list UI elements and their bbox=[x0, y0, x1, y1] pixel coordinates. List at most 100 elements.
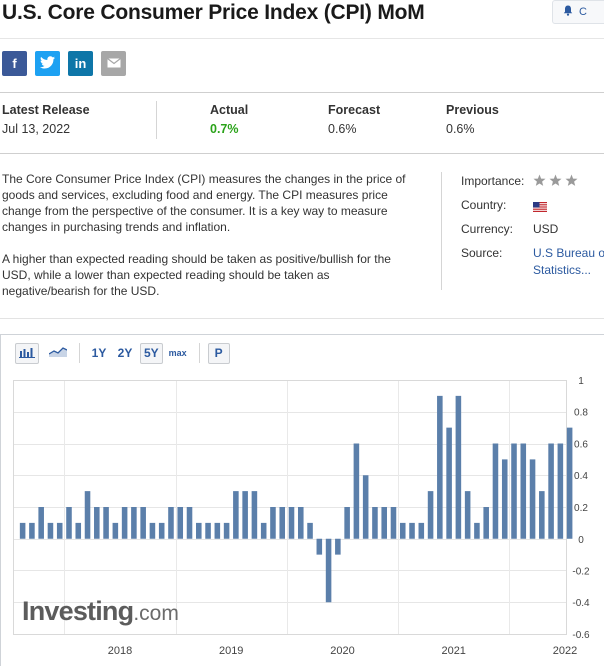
y-tick-label: 0.4 bbox=[574, 471, 588, 482]
x-tick-label: 2020 bbox=[330, 645, 354, 657]
bar bbox=[260, 522, 267, 539]
bar bbox=[233, 491, 239, 539]
y-tick-label: -0.6 bbox=[572, 630, 590, 641]
x-tick-label: 2019 bbox=[219, 645, 243, 657]
range-5y-button[interactable]: 5Y bbox=[140, 342, 163, 364]
facebook-share-button[interactable]: f bbox=[2, 51, 27, 76]
latest-release-stat: Latest Release Jul 13, 2022 bbox=[2, 103, 90, 136]
bar bbox=[474, 522, 480, 539]
linkedin-icon: in bbox=[74, 56, 87, 71]
bar bbox=[520, 443, 527, 539]
bar bbox=[223, 522, 230, 539]
bar bbox=[353, 443, 360, 539]
currency-label: Currency: bbox=[461, 222, 514, 236]
y-tick-label: 0.6 bbox=[574, 440, 588, 451]
y-tick-label: 0.8 bbox=[574, 408, 588, 419]
info-divider bbox=[441, 172, 442, 290]
x-tick-label: 2021 bbox=[441, 645, 465, 657]
star-icon bbox=[549, 174, 562, 186]
bar bbox=[288, 507, 295, 539]
y-tick-label: -0.4 bbox=[572, 598, 590, 609]
bar bbox=[511, 443, 517, 539]
email-share-button[interactable] bbox=[101, 51, 126, 76]
bar bbox=[566, 427, 573, 539]
y-tick-label: 0 bbox=[578, 535, 584, 546]
forecast-stat: Forecast 0.6% bbox=[328, 103, 380, 136]
bar-chart-icon bbox=[19, 346, 35, 361]
importance-stars bbox=[533, 174, 579, 191]
bar bbox=[177, 507, 184, 539]
create-alert-button[interactable]: C bbox=[552, 0, 604, 24]
bar bbox=[427, 491, 434, 539]
bar bbox=[112, 522, 119, 539]
x-tick-label: 2022 bbox=[553, 645, 577, 657]
cpi-bar-chart: 1 0.8 0.6 0.4 0.2 0 -0.2 -0.4 -0.6 2018 2019 2020 20… bbox=[13, 376, 590, 657]
logo-suffix: .com bbox=[133, 602, 179, 625]
toolbar-divider bbox=[79, 343, 80, 363]
bar bbox=[307, 522, 313, 539]
bar bbox=[362, 475, 369, 539]
bar bbox=[446, 427, 452, 539]
bar bbox=[168, 507, 174, 539]
bar bbox=[483, 507, 489, 539]
bar bbox=[399, 522, 406, 539]
investing-logo: Investing.com bbox=[22, 596, 179, 627]
range-max-button[interactable]: max bbox=[168, 348, 187, 358]
area-chart-button[interactable] bbox=[47, 343, 69, 364]
bar bbox=[316, 538, 323, 555]
bar bbox=[464, 491, 471, 539]
page-title: U.S. Core Consumer Price Index (CPI) MoM bbox=[2, 1, 425, 24]
previous-value: 0.6% bbox=[446, 122, 475, 136]
source-link[interactable]: U.S Bureau o bbox=[533, 246, 604, 260]
bar bbox=[196, 522, 202, 539]
create-alert-label: C bbox=[579, 6, 587, 18]
bar bbox=[131, 507, 137, 539]
description-paragraph: A higher than expected reading should be… bbox=[2, 252, 391, 298]
bar bbox=[297, 507, 304, 539]
previous-stat: Previous 0.6% bbox=[446, 103, 499, 136]
previous-label: Previous bbox=[446, 103, 499, 117]
bar bbox=[557, 443, 564, 539]
bar bbox=[539, 491, 545, 539]
currency-value: USD bbox=[533, 222, 559, 236]
bar bbox=[409, 522, 415, 539]
stats-divider bbox=[156, 101, 157, 139]
section-divider bbox=[0, 318, 604, 319]
country-label: Country: bbox=[461, 198, 507, 212]
y-tick-label: -0.2 bbox=[572, 567, 590, 578]
range-1y-button[interactable]: 1Y bbox=[91, 346, 107, 360]
bar bbox=[418, 522, 425, 539]
star-icon bbox=[533, 174, 546, 186]
linkedin-share-button[interactable]: in bbox=[68, 51, 93, 76]
forecast-label: Forecast bbox=[328, 103, 381, 117]
plot-frame bbox=[13, 380, 567, 635]
envelope-icon bbox=[106, 56, 121, 71]
bar bbox=[492, 443, 499, 539]
importance-label: Importance: bbox=[461, 174, 525, 188]
bar bbox=[56, 522, 63, 539]
bar bbox=[372, 507, 378, 539]
area-chart-icon bbox=[48, 346, 68, 361]
twitter-share-button[interactable] bbox=[35, 51, 60, 76]
bar bbox=[390, 507, 397, 539]
bar bbox=[38, 507, 44, 539]
actual-stat: Actual 0.7% bbox=[210, 103, 248, 136]
range-2y-button[interactable]: 2Y bbox=[117, 346, 133, 360]
bar bbox=[251, 491, 258, 539]
bar bbox=[270, 507, 276, 539]
release-stats-bar: Latest Release Jul 13, 2022 Actual 0.7% … bbox=[0, 92, 604, 154]
bar bbox=[66, 507, 72, 539]
bar bbox=[501, 459, 508, 539]
bar bbox=[29, 522, 35, 539]
source-link-continued[interactable]: Statistics... bbox=[533, 263, 592, 277]
y-tick-label: 1 bbox=[578, 376, 584, 387]
bar bbox=[103, 507, 109, 539]
period-button[interactable]: P bbox=[207, 342, 230, 364]
chart-panel bbox=[0, 334, 604, 666]
bar bbox=[47, 522, 54, 539]
bar bbox=[455, 395, 462, 539]
logo-brand: Investing bbox=[22, 596, 134, 626]
bar-chart-button[interactable] bbox=[15, 342, 39, 364]
bar bbox=[437, 395, 443, 539]
bar bbox=[19, 522, 26, 539]
